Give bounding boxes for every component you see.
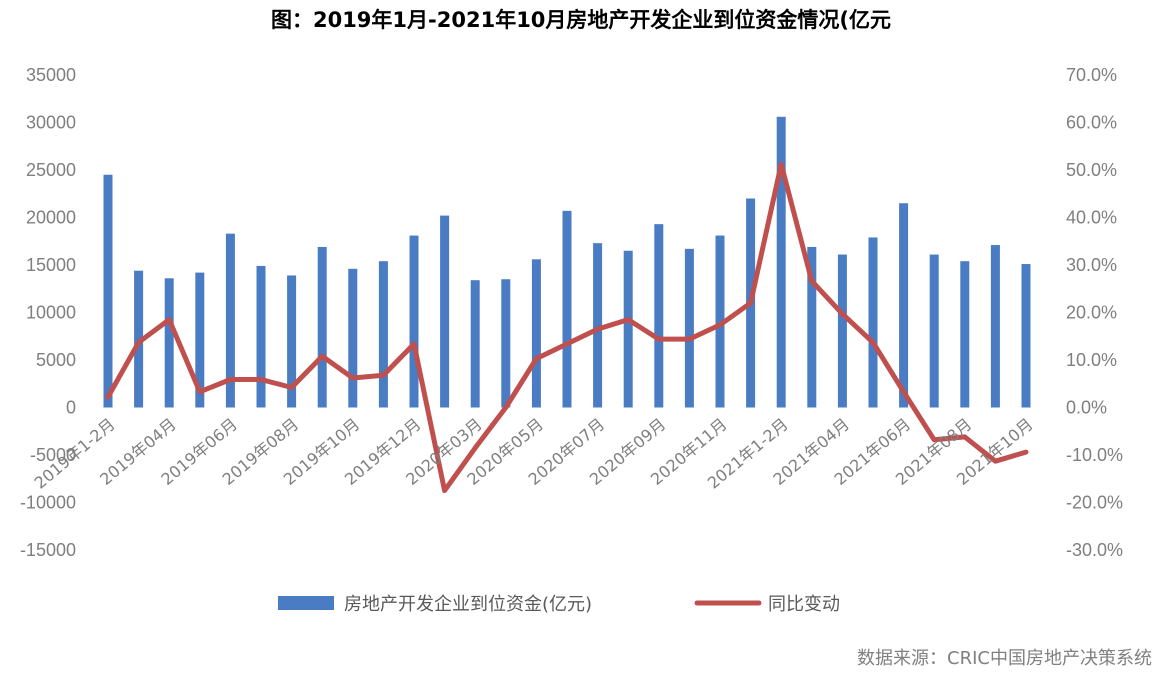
bar-12 xyxy=(470,280,480,408)
legend: 房地产开发企业到位资金(亿元) 同比变动 xyxy=(278,594,840,615)
bar-0 xyxy=(103,174,113,408)
bar-5 xyxy=(256,265,266,408)
x-axis: 2019年1-2月2019年04月2019年06月2019年08月2019年10… xyxy=(31,415,1037,493)
left-tick-label-7: 20000 xyxy=(26,208,76,228)
right-axis: -30.0% -20.0% -10.0% 0.0% 10.0% 20.0% 30.0% 40.… xyxy=(1066,65,1123,560)
left-tick-label-10: 35000 xyxy=(26,65,76,85)
line-series xyxy=(105,161,1029,494)
bar-8 xyxy=(348,268,358,408)
bar-17 xyxy=(623,250,633,408)
bar-2 xyxy=(164,278,174,408)
right-tick-label-3: 0.0% xyxy=(1066,398,1107,418)
left-tick-label-2: -5000 xyxy=(30,445,76,465)
bar-19 xyxy=(684,248,694,408)
bar-24 xyxy=(837,254,847,408)
bar-27 xyxy=(929,254,939,408)
bar-7 xyxy=(317,246,327,408)
bar-series xyxy=(103,116,1031,408)
bar-26 xyxy=(899,203,909,408)
bar-11 xyxy=(440,215,450,408)
bar-15 xyxy=(562,210,572,408)
bar-10 xyxy=(409,235,419,408)
right-tick-label-1: -20.0% xyxy=(1066,493,1123,513)
bar-30 xyxy=(1021,264,1031,408)
bar-13 xyxy=(501,279,511,408)
left-tick-label-3: 0 xyxy=(66,398,76,418)
left-tick-label-0: -15000 xyxy=(20,540,76,560)
right-tick-label-2: -10.0% xyxy=(1066,445,1123,465)
left-tick-label-1: -10000 xyxy=(20,493,76,513)
bar-9 xyxy=(378,261,388,408)
right-tick-label-9: 60.0% xyxy=(1066,113,1117,133)
legend-label-line: 同比变动 xyxy=(768,594,840,615)
right-tick-label-7: 40.0% xyxy=(1066,208,1117,228)
left-tick-label-6: 15000 xyxy=(26,255,76,275)
bar-29 xyxy=(990,245,1000,408)
bar-28 xyxy=(960,261,970,408)
bar-23 xyxy=(807,246,817,408)
right-tick-label-0: -30.0% xyxy=(1066,540,1123,560)
right-tick-label-6: 30.0% xyxy=(1066,255,1117,275)
bar-16 xyxy=(593,243,603,408)
right-tick-label-5: 20.0% xyxy=(1066,303,1117,323)
bar-6 xyxy=(287,275,297,408)
legend-swatch-bar xyxy=(278,596,334,610)
bar-22 xyxy=(776,116,786,408)
bar-3 xyxy=(195,272,205,408)
bar-20 xyxy=(715,235,725,408)
bar-4 xyxy=(225,233,235,408)
chart-title: 图：2019年1月-2021年10月房地产开发企业到位资金情况(亿元 xyxy=(270,8,892,32)
left-tick-label-4: 5000 xyxy=(36,350,76,370)
data-source: 数据来源：CRIC中国房地产决策系统 xyxy=(857,648,1152,669)
left-tick-label-9: 30000 xyxy=(26,113,76,133)
left-axis: -15000 -10000 -5000 0 5000 10000 15000 20000 250… xyxy=(20,65,76,560)
right-tick-label-10: 70.0% xyxy=(1066,65,1117,85)
right-tick-label-8: 50.0% xyxy=(1066,160,1117,180)
legend-label-bar: 房地产开发企业到位资金(亿元) xyxy=(344,594,592,615)
left-tick-label-8: 25000 xyxy=(26,160,76,180)
bar-1 xyxy=(134,270,144,408)
right-tick-label-4: 10.0% xyxy=(1066,350,1117,370)
left-tick-label-5: 10000 xyxy=(26,303,76,323)
bar-25 xyxy=(868,237,878,408)
bar-14 xyxy=(531,259,541,408)
bar-18 xyxy=(654,224,664,408)
